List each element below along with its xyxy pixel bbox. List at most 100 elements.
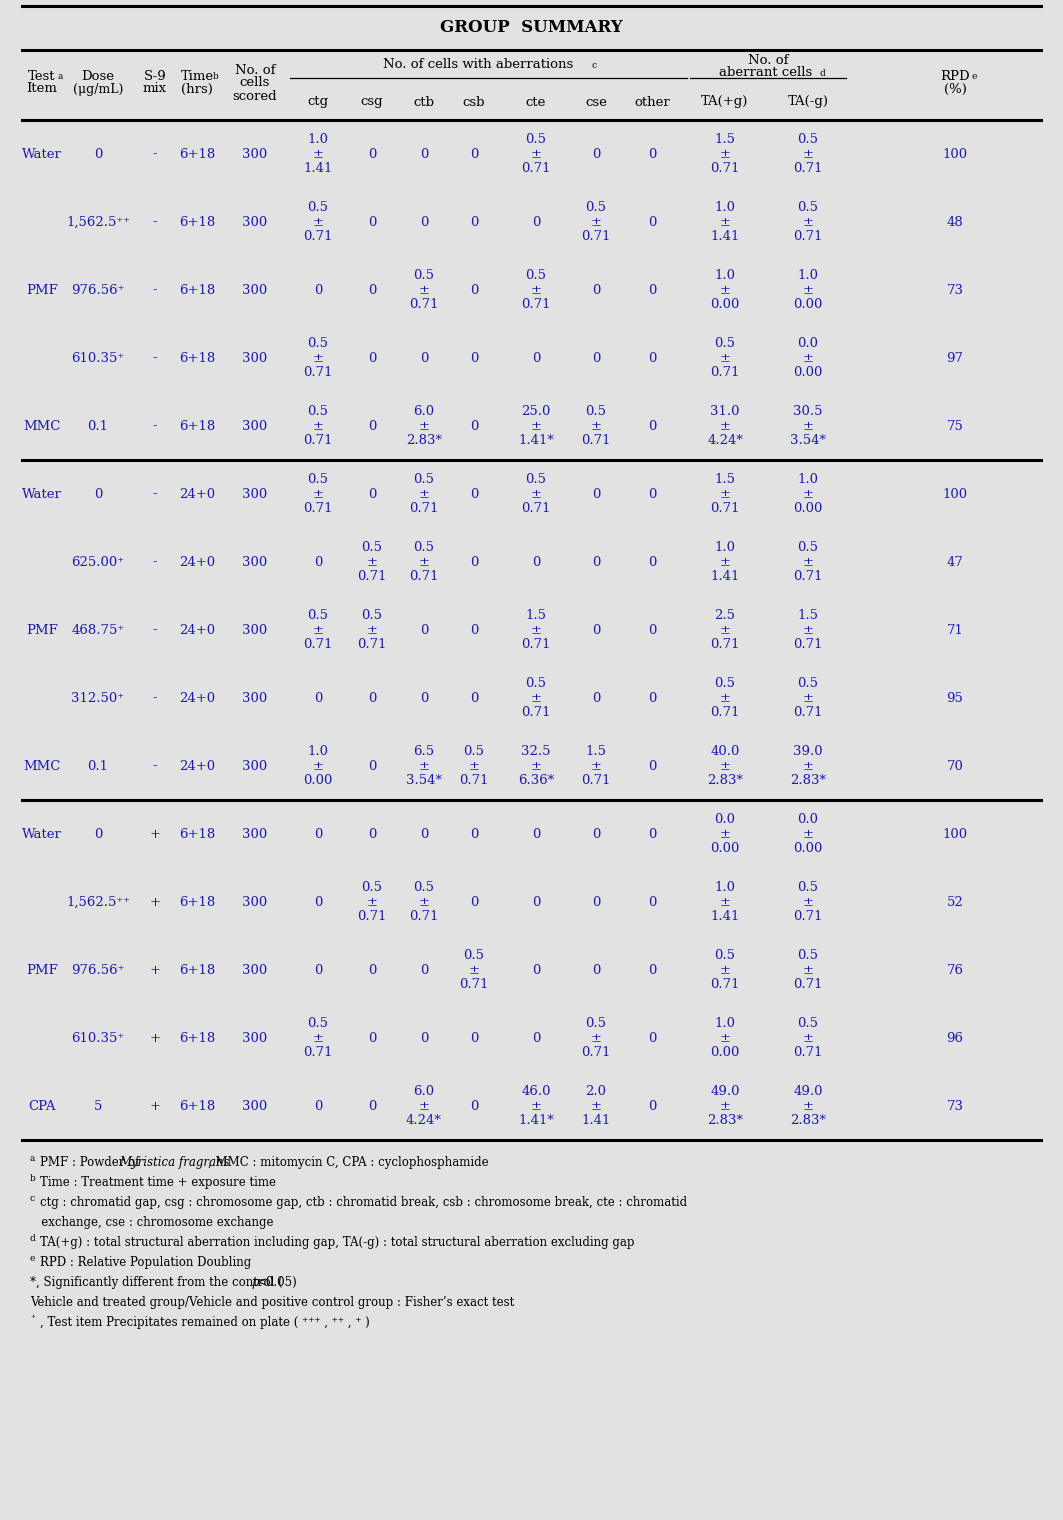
Text: 1.0
±
0.00: 1.0 ± 0.00	[793, 269, 823, 312]
Text: 0: 0	[314, 555, 322, 568]
Text: 70: 70	[946, 760, 963, 772]
Text: e: e	[30, 1254, 35, 1263]
Text: Water: Water	[22, 827, 62, 841]
Text: 300: 300	[242, 488, 268, 500]
Text: TA(-g): TA(-g)	[788, 96, 828, 108]
Text: exchange, cse : chromosome exchange: exchange, cse : chromosome exchange	[30, 1216, 273, 1230]
Text: 0: 0	[532, 555, 540, 568]
Text: 0.0
±
0.00: 0.0 ± 0.00	[793, 813, 823, 854]
Text: 0: 0	[420, 351, 428, 365]
Text: 300: 300	[242, 1099, 268, 1113]
Text: 0: 0	[94, 488, 102, 500]
Text: 6.0
±
4.24*: 6.0 ± 4.24*	[406, 1085, 442, 1126]
Text: 0.5
±
0.71: 0.5 ± 0.71	[357, 541, 387, 584]
Text: 0: 0	[470, 284, 478, 296]
Text: -: -	[153, 555, 157, 568]
Text: 0.5
±
0.71: 0.5 ± 0.71	[710, 676, 740, 719]
Text: 0: 0	[647, 488, 656, 500]
Text: 0: 0	[470, 351, 478, 365]
Text: 0.5
±
0.71: 0.5 ± 0.71	[581, 1017, 611, 1059]
Text: 0.5
±
0.71: 0.5 ± 0.71	[793, 1017, 823, 1059]
Text: 0: 0	[647, 284, 656, 296]
Text: 0: 0	[647, 216, 656, 228]
Text: 0: 0	[592, 555, 601, 568]
Text: mix: mix	[142, 82, 167, 96]
Text: 1.0
±
1.41: 1.0 ± 1.41	[710, 882, 740, 923]
Text: 0: 0	[647, 351, 656, 365]
Text: Myristica fragrans: Myristica fragrans	[119, 1157, 230, 1169]
Text: 95: 95	[946, 692, 963, 704]
Text: 0.5
±
0.71: 0.5 ± 0.71	[793, 541, 823, 584]
Text: 0: 0	[368, 1032, 376, 1044]
Text: b: b	[213, 71, 219, 81]
Text: 0: 0	[470, 147, 478, 161]
Text: 0: 0	[368, 216, 376, 228]
Text: 0.1: 0.1	[87, 760, 108, 772]
Text: csg: csg	[360, 96, 384, 108]
Text: -: -	[153, 147, 157, 161]
Text: 0: 0	[532, 827, 540, 841]
Text: -: -	[153, 623, 157, 637]
Text: d: d	[820, 68, 826, 78]
Text: RPD : Relative Population Doubling: RPD : Relative Population Doubling	[40, 1256, 251, 1269]
Text: cse: cse	[585, 96, 607, 108]
Text: 1,562.5⁺⁺: 1,562.5⁺⁺	[66, 216, 130, 228]
Text: ctg : chromatid gap, csg : chromosome gap, ctb : chromatid break, csb : chromoso: ctg : chromatid gap, csg : chromosome ga…	[40, 1196, 687, 1208]
Text: 0: 0	[420, 216, 428, 228]
Text: 0: 0	[94, 827, 102, 841]
Text: No. of cells with aberrations: No. of cells with aberrations	[384, 58, 574, 70]
Text: a: a	[30, 1154, 35, 1163]
Text: 0: 0	[314, 964, 322, 976]
Text: 0.5
±
0.71: 0.5 ± 0.71	[357, 882, 387, 923]
Text: 0: 0	[470, 488, 478, 500]
Text: a: a	[58, 71, 64, 81]
Text: 0.5
±
0.71: 0.5 ± 0.71	[793, 676, 823, 719]
Text: 48: 48	[947, 216, 963, 228]
Text: 0: 0	[368, 284, 376, 296]
Text: 300: 300	[242, 827, 268, 841]
Text: -: -	[153, 284, 157, 296]
Text: 24+0: 24+0	[179, 623, 215, 637]
Text: c: c	[30, 1195, 35, 1202]
Text: MMC: MMC	[23, 760, 61, 772]
Text: 0.5
±
0.71: 0.5 ± 0.71	[303, 337, 333, 378]
Text: 0: 0	[314, 1099, 322, 1113]
Text: 75: 75	[946, 420, 963, 433]
Text: No. of: No. of	[235, 64, 275, 76]
Text: 52: 52	[947, 895, 963, 909]
Text: 0: 0	[647, 555, 656, 568]
Text: 0: 0	[470, 895, 478, 909]
Text: 625.00⁺: 625.00⁺	[71, 555, 124, 568]
Text: 31.0
±
4.24*: 31.0 ± 4.24*	[707, 404, 743, 447]
Text: 0: 0	[420, 147, 428, 161]
Text: 2.5
±
0.71: 2.5 ± 0.71	[710, 610, 740, 651]
Text: 0.0
±
0.00: 0.0 ± 0.00	[710, 813, 740, 854]
Text: 6.5
±
3.54*: 6.5 ± 3.54*	[406, 745, 442, 787]
Text: MMC: MMC	[23, 420, 61, 433]
Text: 0: 0	[647, 964, 656, 976]
Text: 0: 0	[647, 1032, 656, 1044]
Text: 0: 0	[368, 1099, 376, 1113]
Text: 1.5
±
0.71: 1.5 ± 0.71	[521, 610, 551, 651]
Text: 0: 0	[470, 1032, 478, 1044]
Text: 71: 71	[946, 623, 963, 637]
Text: 0.5
±
0.71: 0.5 ± 0.71	[303, 473, 333, 515]
Text: 0: 0	[592, 827, 601, 841]
Text: 0: 0	[532, 216, 540, 228]
Text: 300: 300	[242, 895, 268, 909]
Text: 1.0
±
0.00: 1.0 ± 0.00	[793, 473, 823, 515]
Text: 0: 0	[368, 488, 376, 500]
Text: 6+18: 6+18	[179, 895, 215, 909]
Text: 0: 0	[420, 1032, 428, 1044]
Text: 312.50⁺: 312.50⁺	[71, 692, 124, 704]
Text: 100: 100	[943, 147, 967, 161]
Text: 24+0: 24+0	[179, 692, 215, 704]
Text: 0.5
±
0.71: 0.5 ± 0.71	[581, 201, 611, 243]
Text: RPD: RPD	[940, 70, 969, 82]
Text: ctb: ctb	[414, 96, 435, 108]
Text: TA(+g): TA(+g)	[702, 96, 748, 108]
Text: 0.5
±
0.71: 0.5 ± 0.71	[303, 404, 333, 447]
Text: 32.5
±
6.36*: 32.5 ± 6.36*	[518, 745, 554, 787]
Text: c: c	[591, 61, 596, 70]
Text: Item: Item	[27, 82, 57, 96]
